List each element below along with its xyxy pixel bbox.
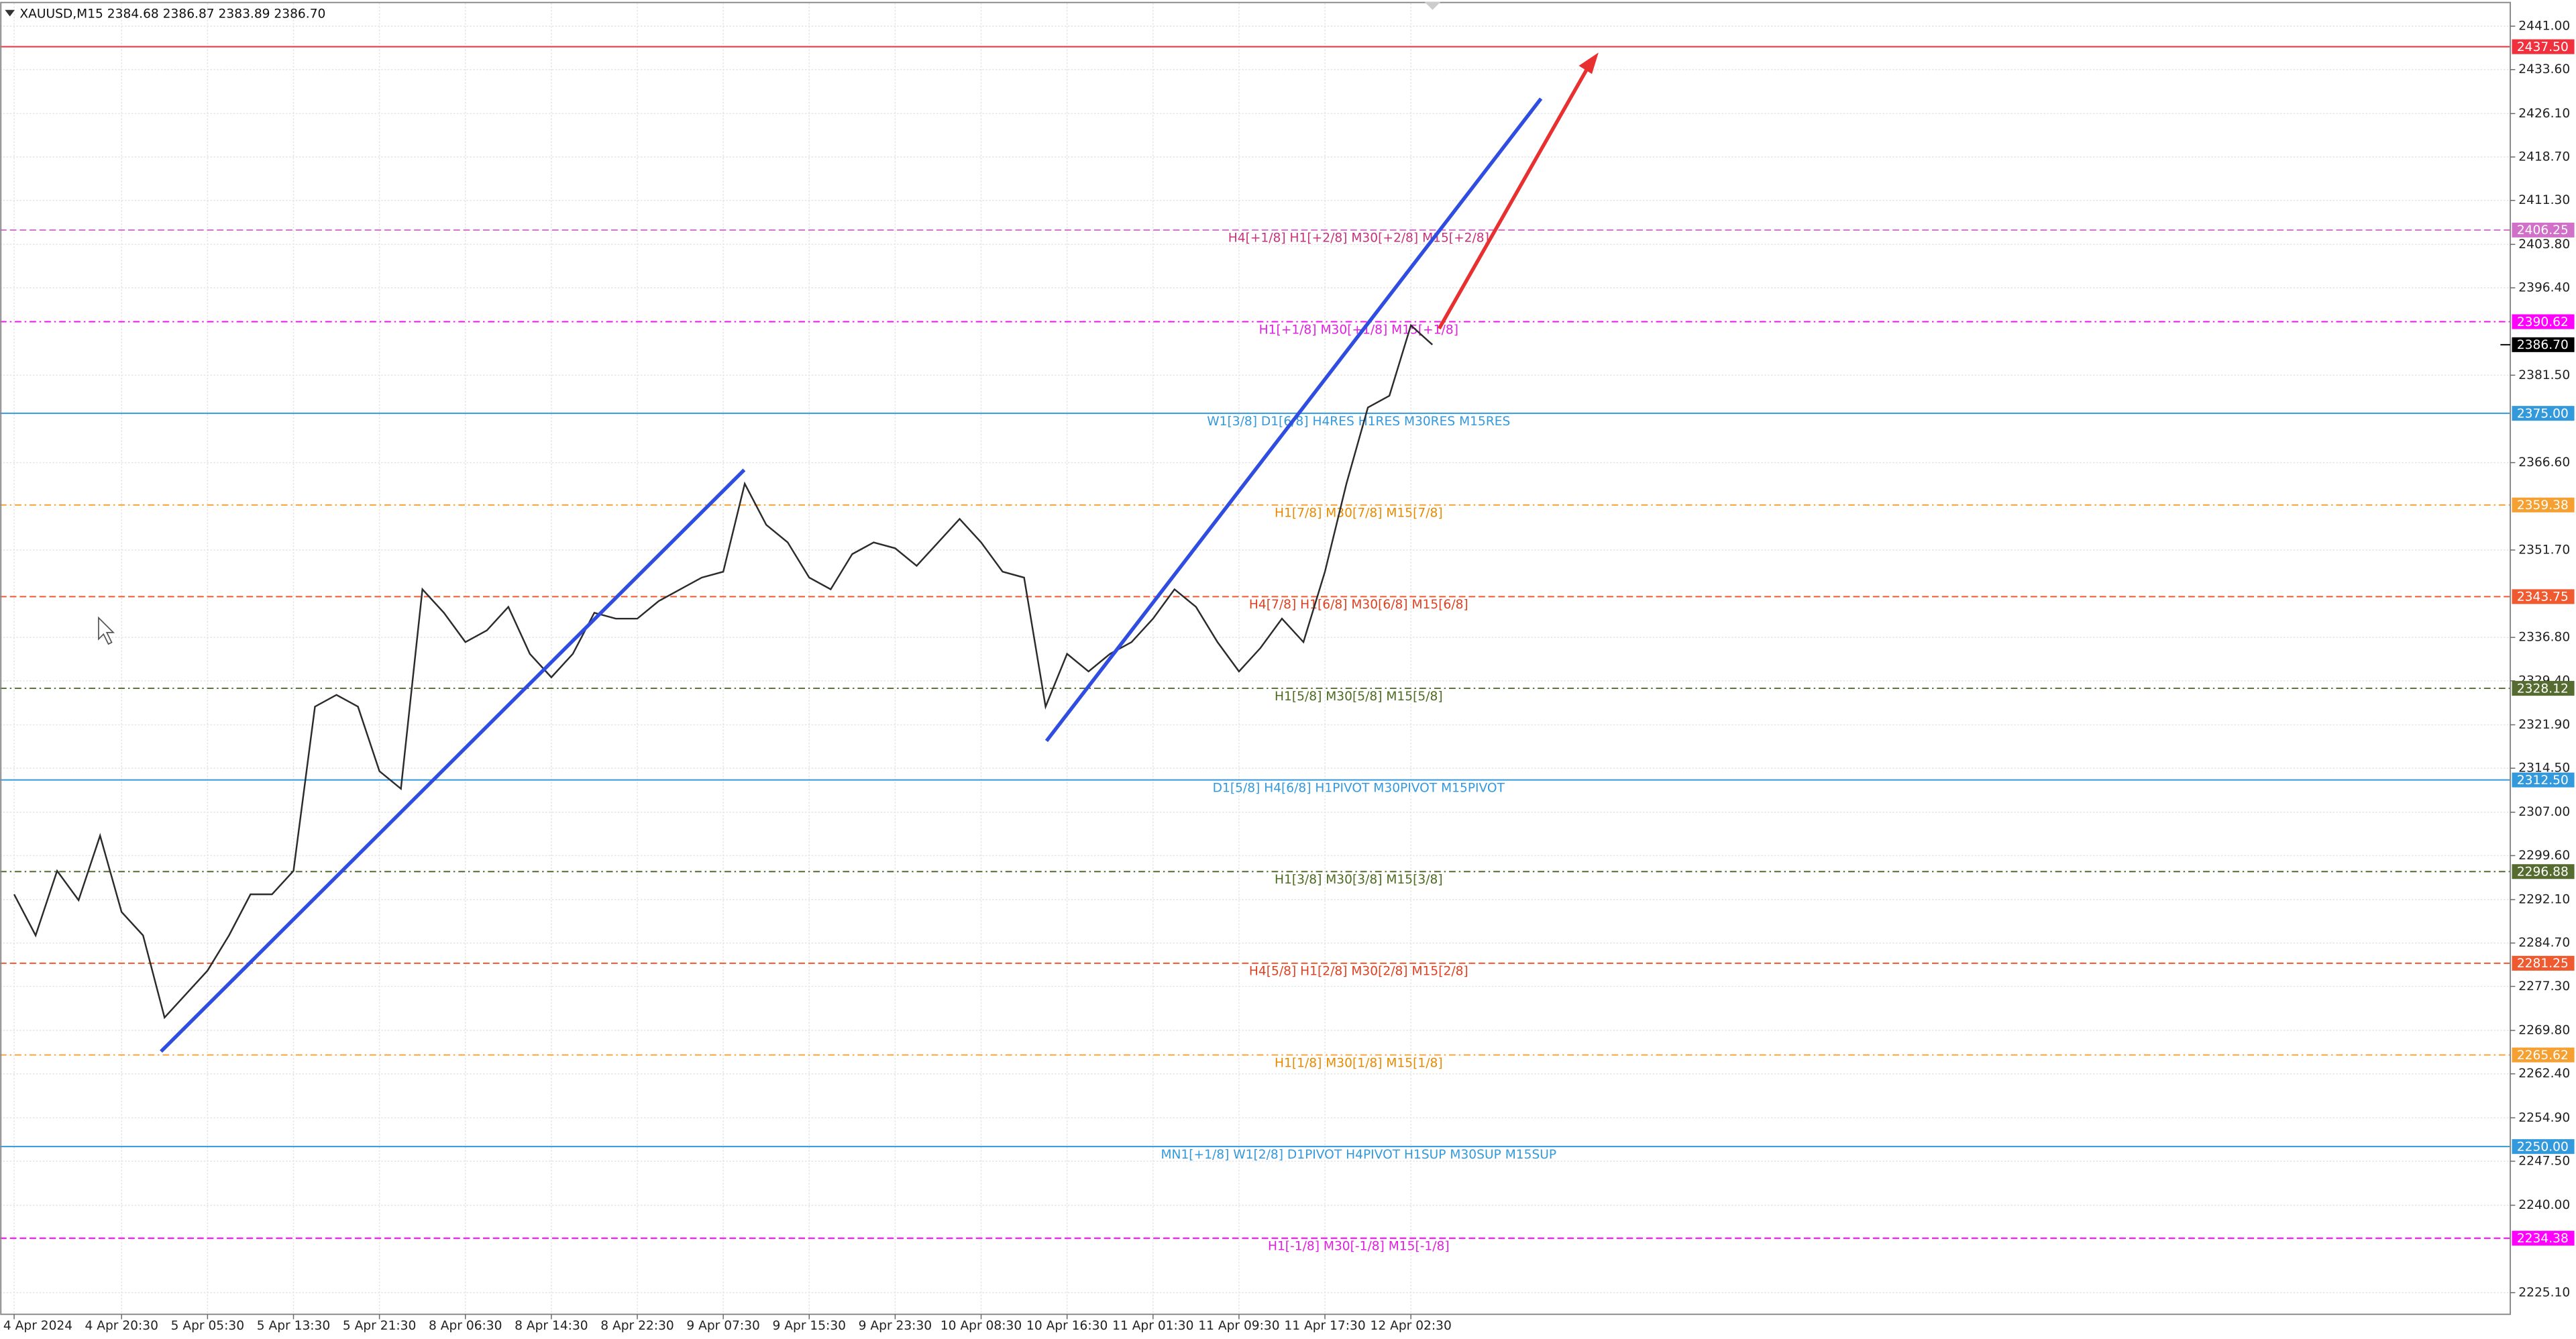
price-tag-label: 2437.50 <box>2517 40 2569 54</box>
x-tick-label: 11 Apr 01:30 <box>1112 1319 1193 1333</box>
y-tick-label: 2366.60 <box>2518 456 2570 470</box>
level-label: H1[1/8] M30[1/8] M15[1/8] <box>1275 1056 1443 1070</box>
price-tag-label: 2296.88 <box>2517 865 2569 879</box>
price-tag <box>2512 337 2575 352</box>
price-tag-label: 2375.00 <box>2517 407 2569 421</box>
y-tick-label: 2262.40 <box>2518 1067 2570 1081</box>
x-tick-label: 4 Apr 2024 <box>3 1319 72 1333</box>
price-tag-label: 2250.00 <box>2517 1140 2569 1154</box>
x-tick-label: 10 Apr 16:30 <box>1026 1319 1108 1333</box>
level-label: H1[7/8] M30[7/8] M15[7/8] <box>1275 506 1443 520</box>
trend-line <box>1044 97 1543 743</box>
price-tag <box>2512 1139 2575 1155</box>
y-tick-label: 2277.30 <box>2518 979 2570 994</box>
level-label: W1[3/8] D1[6/8] H4RES H1RES M30RES M15RE… <box>1207 415 1510 429</box>
price-tag <box>2512 864 2575 879</box>
x-tick-label: 10 Apr 08:30 <box>941 1319 1022 1333</box>
level-label: H1[-1/8] M30[-1/8] M15[-1/8] <box>1268 1239 1450 1253</box>
x-tick-label: 12 Apr 02:30 <box>1371 1319 1452 1333</box>
price-tag-label: 2359.38 <box>2517 498 2569 513</box>
y-tick-label: 2247.50 <box>2518 1155 2570 1169</box>
price-tag <box>2512 497 2575 513</box>
chart-title: XAUUSD,M15 2384.68 2386.87 2383.89 2386.… <box>19 7 325 21</box>
y-tick-label: 2299.60 <box>2518 849 2570 863</box>
x-tick-label: 9 Apr 23:30 <box>859 1319 932 1333</box>
trend-line <box>160 468 746 1053</box>
x-tick-label: 9 Apr 15:30 <box>773 1319 847 1333</box>
plot-border <box>0 1 2512 1316</box>
x-tick-label: 5 Apr 21:30 <box>343 1319 417 1333</box>
price-tag <box>2512 314 2575 329</box>
y-tick-label: 2381.50 <box>2518 368 2570 382</box>
axes: 2441.00 2433.60 2426.10 2418.70 2411.30 2403.… <box>3 19 2575 1333</box>
price-tag <box>2512 1230 2575 1246</box>
level-label: H4[7/8] H1[6/8] M30[6/8] M15[6/8] <box>1249 598 1468 612</box>
price-tag-label: 2386.70 <box>2517 338 2569 352</box>
price-tag-label: 2265.62 <box>2517 1049 2569 1063</box>
y-tick-label: 2411.30 <box>2518 193 2570 207</box>
mouse-cursor <box>98 616 115 645</box>
price-tag-label: 2406.25 <box>2517 223 2569 237</box>
price-tag-label: 2312.50 <box>2517 773 2569 788</box>
x-tick-label: 5 Apr 05:30 <box>171 1319 245 1333</box>
scroll-marker <box>1424 1 1441 10</box>
level-label: H4[+1/8] H1[+2/8] M30[+2/8] M15[+2/8] <box>1228 231 1489 246</box>
price-tag <box>2512 772 2575 788</box>
level-label: D1[5/8] H4[6/8] H1PIVOT M30PIVOT M15PIVO… <box>1213 781 1505 795</box>
series <box>13 323 1434 1020</box>
price-tag <box>2512 39 2575 54</box>
price-tag-label: 2390.62 <box>2517 315 2569 329</box>
y-tick-label: 2433.60 <box>2518 62 2570 76</box>
y-tick-label: 2351.70 <box>2518 543 2570 557</box>
price-line <box>13 323 1434 1020</box>
x-tick-label: 8 Apr 14:30 <box>515 1319 588 1333</box>
price-tag <box>2512 955 2575 971</box>
y-tick-label: 2418.70 <box>2518 150 2570 164</box>
x-tick-label: 11 Apr 17:30 <box>1284 1319 1365 1333</box>
price-tag-label: 2281.25 <box>2517 957 2569 971</box>
x-tick-label: 8 Apr 06:30 <box>429 1319 502 1333</box>
price-tag-label: 2328.12 <box>2517 682 2569 696</box>
y-tick-label: 2396.40 <box>2518 281 2570 295</box>
price-tag <box>2512 222 2575 237</box>
x-tick-label: 4 Apr 20:30 <box>85 1319 158 1333</box>
x-tick-label: 9 Apr 07:30 <box>686 1319 760 1333</box>
y-tick-label: 2426.10 <box>2518 107 2570 121</box>
y-tick-label: 2314.50 <box>2518 761 2570 775</box>
x-tick-label: 8 Apr 22:30 <box>600 1319 674 1333</box>
x-tick-label: 11 Apr 09:30 <box>1198 1319 1279 1333</box>
y-tick-label: 2225.10 <box>2518 1285 2570 1299</box>
price-tag <box>2512 406 2575 421</box>
y-tick-label: 2254.90 <box>2518 1111 2570 1125</box>
menu-triangle <box>5 9 15 17</box>
y-tick-label: 2441.00 <box>2518 19 2570 34</box>
arrow-head <box>1578 52 1599 74</box>
level-label: H4[5/8] H1[2/8] M30[2/8] M15[2/8] <box>1249 965 1468 979</box>
y-tick-label: 2321.90 <box>2518 718 2570 732</box>
y-tick-label: 2284.70 <box>2518 936 2570 950</box>
level-label: H1[5/8] M30[5/8] M15[5/8] <box>1275 690 1443 704</box>
x-tick-label: 5 Apr 13:30 <box>257 1319 331 1333</box>
y-tick-label: 2292.10 <box>2518 893 2570 907</box>
y-tick-label: 2336.80 <box>2518 631 2570 645</box>
price-tag <box>2512 1047 2575 1063</box>
price-tag-label: 2234.38 <box>2517 1232 2569 1246</box>
level-label: H1[3/8] M30[3/8] M15[3/8] <box>1275 873 1443 887</box>
arrow-line <box>1437 68 1589 330</box>
y-tick-label: 2269.80 <box>2518 1024 2570 1038</box>
y-tick-label: 2307.00 <box>2518 805 2570 819</box>
y-tick-label: 2240.00 <box>2518 1198 2570 1212</box>
level-label: MN1[+1/8] W1[2/8] D1PIVOT H4PIVOT H1SUP … <box>1161 1148 1556 1162</box>
price-tag <box>2512 681 2575 696</box>
price-tag-label: 2343.75 <box>2517 590 2569 604</box>
y-tick-label: 2403.80 <box>2518 237 2570 252</box>
levels: H4[+1/8] H1[+2/8] M30[+2/8] M15[+2/8] H1[… <box>0 46 2511 1253</box>
grid <box>0 3 2511 1315</box>
price-tag <box>2512 589 2575 604</box>
